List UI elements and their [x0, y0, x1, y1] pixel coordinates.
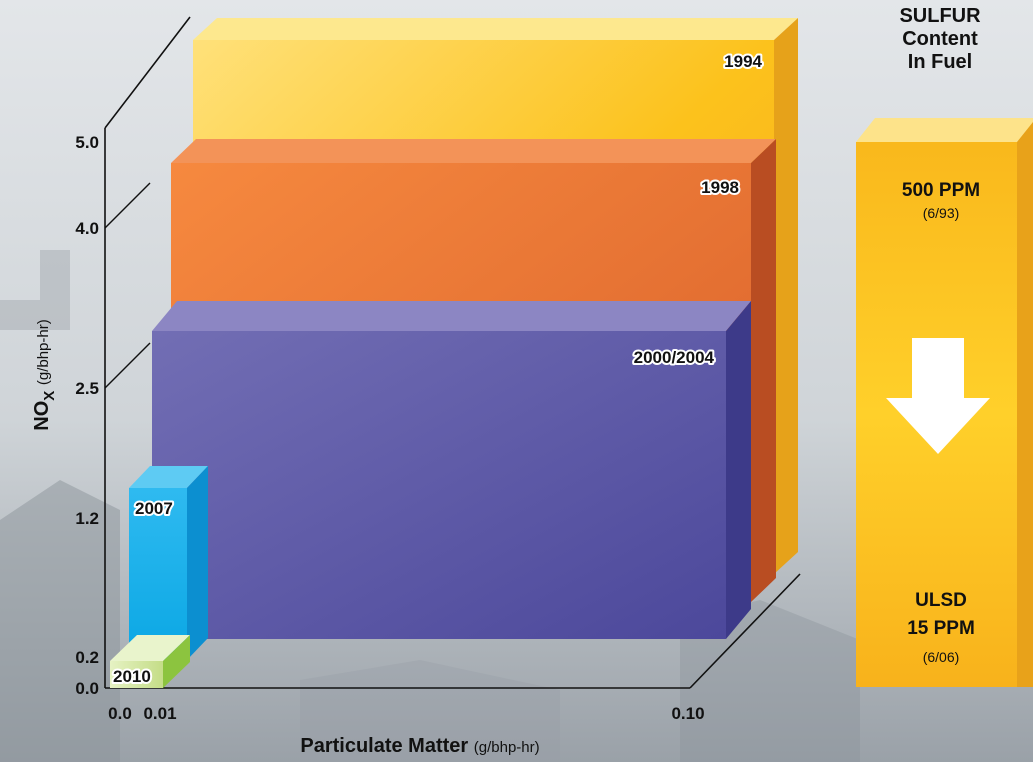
x-axis-units: (g/bhp-hr)	[474, 739, 540, 756]
y-tick-label: 1.2	[75, 509, 99, 528]
y-guide-line	[104, 182, 151, 229]
bar-label: 2000/2004	[634, 348, 715, 367]
y-tick-label: 2.5	[75, 379, 99, 398]
sulfur-title-line1: SULFUR	[899, 5, 981, 27]
x-axis-label: Particulate Matter	[300, 735, 468, 757]
sulfur-top-ppm: 500 PPM	[901, 180, 981, 201]
y-tick-label: 0.2	[75, 648, 99, 667]
y-axis-ticks: 0.0 0.2 1.2 2.5 4.0 5.0	[75, 133, 151, 698]
x-tick-label: 0.0	[108, 704, 132, 723]
bar-top-face	[129, 466, 208, 488]
sulfur-title-line3: In Fuel	[907, 51, 973, 73]
down-arrow-icon	[886, 338, 990, 454]
y-tick-label: 5.0	[75, 133, 99, 152]
bar-side-face	[751, 139, 776, 602]
sulfur-bottom-value: ULSD 15 PPM (6/06)	[866, 587, 1016, 671]
bar-2007: 2007	[129, 466, 208, 660]
bar-front-face	[152, 331, 726, 639]
y-tick-label: 4.0	[75, 219, 99, 238]
bar-2000-2004: 2000/2004	[152, 301, 751, 639]
sulfur-top-date: (6/93)	[922, 205, 960, 221]
bar-label: 2007	[135, 499, 173, 518]
bar-label: 2010	[113, 667, 151, 686]
sulfur-title-line2: Content	[902, 28, 978, 50]
sulfur-bottom-line2: 15 PPM	[907, 618, 975, 639]
axis-lines	[104, 16, 801, 689]
bar-top-face	[110, 635, 190, 661]
bar-label: 1994	[724, 52, 762, 71]
x-axis-title: Particulate Matter (g/bhp-hr)	[300, 735, 539, 757]
bar-top-face	[152, 301, 751, 331]
bar-2010: 2010	[110, 635, 190, 688]
bar-side-face	[774, 18, 798, 574]
y-axis-label: NO	[31, 401, 53, 431]
x-tick-label: 0.10	[671, 704, 704, 723]
bar-top-face	[171, 139, 776, 163]
y-guide-line	[104, 342, 151, 389]
bar-front-face	[129, 488, 187, 660]
y-tick-label: 0.0	[75, 679, 99, 698]
bars-layer: 1994 1998 2000/2004 2007 2010	[110, 18, 798, 688]
bar-side-face	[726, 301, 751, 639]
bar-side-face	[163, 635, 190, 688]
sulfur-bottom-date: (6/06)	[922, 649, 960, 665]
sulfur-title: SULFUR Content In Fuel	[870, 5, 1010, 74]
x-tick-label: 0.01	[143, 704, 176, 723]
y-axis-units: (g/bhp-hr)	[35, 319, 52, 385]
x-axis-ticks: 0.0 0.01 0.10	[108, 704, 704, 723]
sulfur-bottom-line1: ULSD	[915, 590, 967, 611]
y-axis-subscript: X	[41, 391, 58, 401]
bar-side-face	[187, 466, 208, 660]
sulfur-top-value: 500 PPM (6/93)	[866, 180, 1016, 221]
y-axis-title: NOX (g/bhp-hr)	[31, 319, 59, 430]
bar-label: 1998	[701, 178, 739, 197]
bar-front-face	[110, 661, 163, 688]
bar-top-face	[193, 18, 798, 40]
